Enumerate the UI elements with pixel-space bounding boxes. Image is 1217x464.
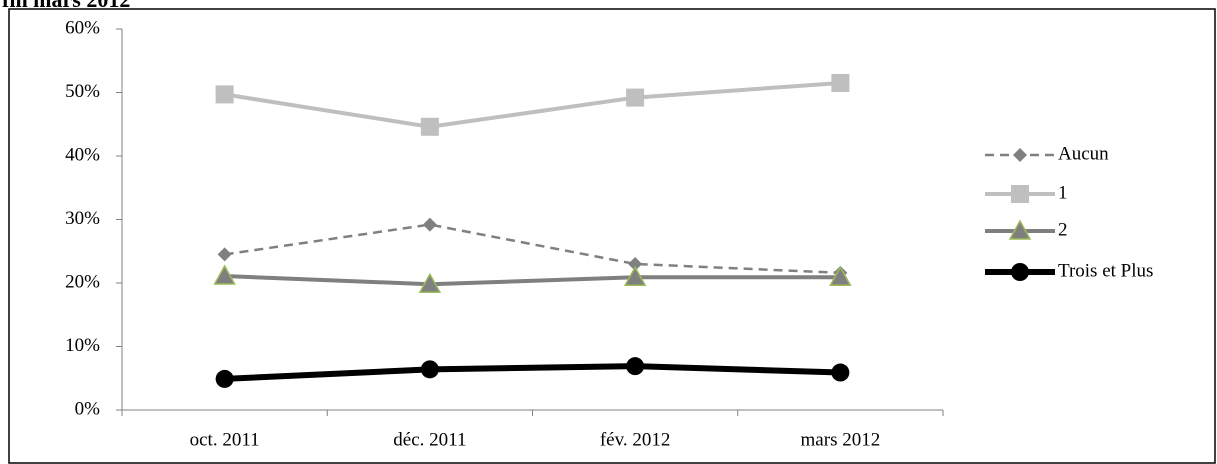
chart-title: fin mars 2012 bbox=[2, 0, 130, 12]
series-line bbox=[224, 363, 841, 382]
data-point bbox=[831, 73, 850, 92]
data-point bbox=[420, 117, 439, 136]
data-point bbox=[420, 360, 439, 379]
data-point bbox=[626, 88, 645, 107]
y-tick-label: 30% bbox=[65, 208, 100, 229]
x-tick-label: déc. 2011 bbox=[393, 429, 466, 450]
data-point bbox=[422, 217, 437, 232]
data-point bbox=[626, 357, 645, 376]
data-point bbox=[628, 256, 643, 271]
x-tick-label: fév. 2012 bbox=[600, 429, 671, 450]
legend-label: Trois et Plus bbox=[1058, 260, 1153, 281]
legend-label: 2 bbox=[1058, 219, 1068, 240]
legend-label: 1 bbox=[1058, 182, 1068, 203]
legend-marker bbox=[1013, 148, 1027, 162]
y-tick-label: 0% bbox=[75, 398, 101, 419]
y-tick-label: 40% bbox=[65, 144, 100, 165]
data-point bbox=[213, 264, 236, 285]
y-tick-label: 60% bbox=[65, 17, 100, 38]
data-point bbox=[215, 369, 234, 388]
series-line bbox=[224, 223, 841, 275]
x-tick-label: oct. 2011 bbox=[190, 429, 260, 450]
y-tick-label: 10% bbox=[65, 335, 100, 356]
y-tick-label: 50% bbox=[65, 81, 100, 102]
data-point bbox=[418, 272, 442, 294]
legend-marker bbox=[1011, 185, 1029, 203]
data-point bbox=[831, 363, 850, 382]
legend-label: Aucun bbox=[1058, 143, 1109, 164]
series-line bbox=[224, 80, 841, 129]
legend-marker bbox=[1011, 263, 1029, 281]
legend-marker bbox=[1008, 219, 1032, 240]
data-point bbox=[829, 265, 852, 287]
data-point bbox=[623, 265, 647, 287]
chart-frame bbox=[8, 8, 1216, 464]
x-tick-label: mars 2012 bbox=[801, 429, 881, 450]
data-point bbox=[217, 247, 232, 262]
data-point bbox=[215, 85, 234, 104]
series-line bbox=[224, 274, 841, 287]
y-tick-label: 20% bbox=[65, 271, 100, 292]
